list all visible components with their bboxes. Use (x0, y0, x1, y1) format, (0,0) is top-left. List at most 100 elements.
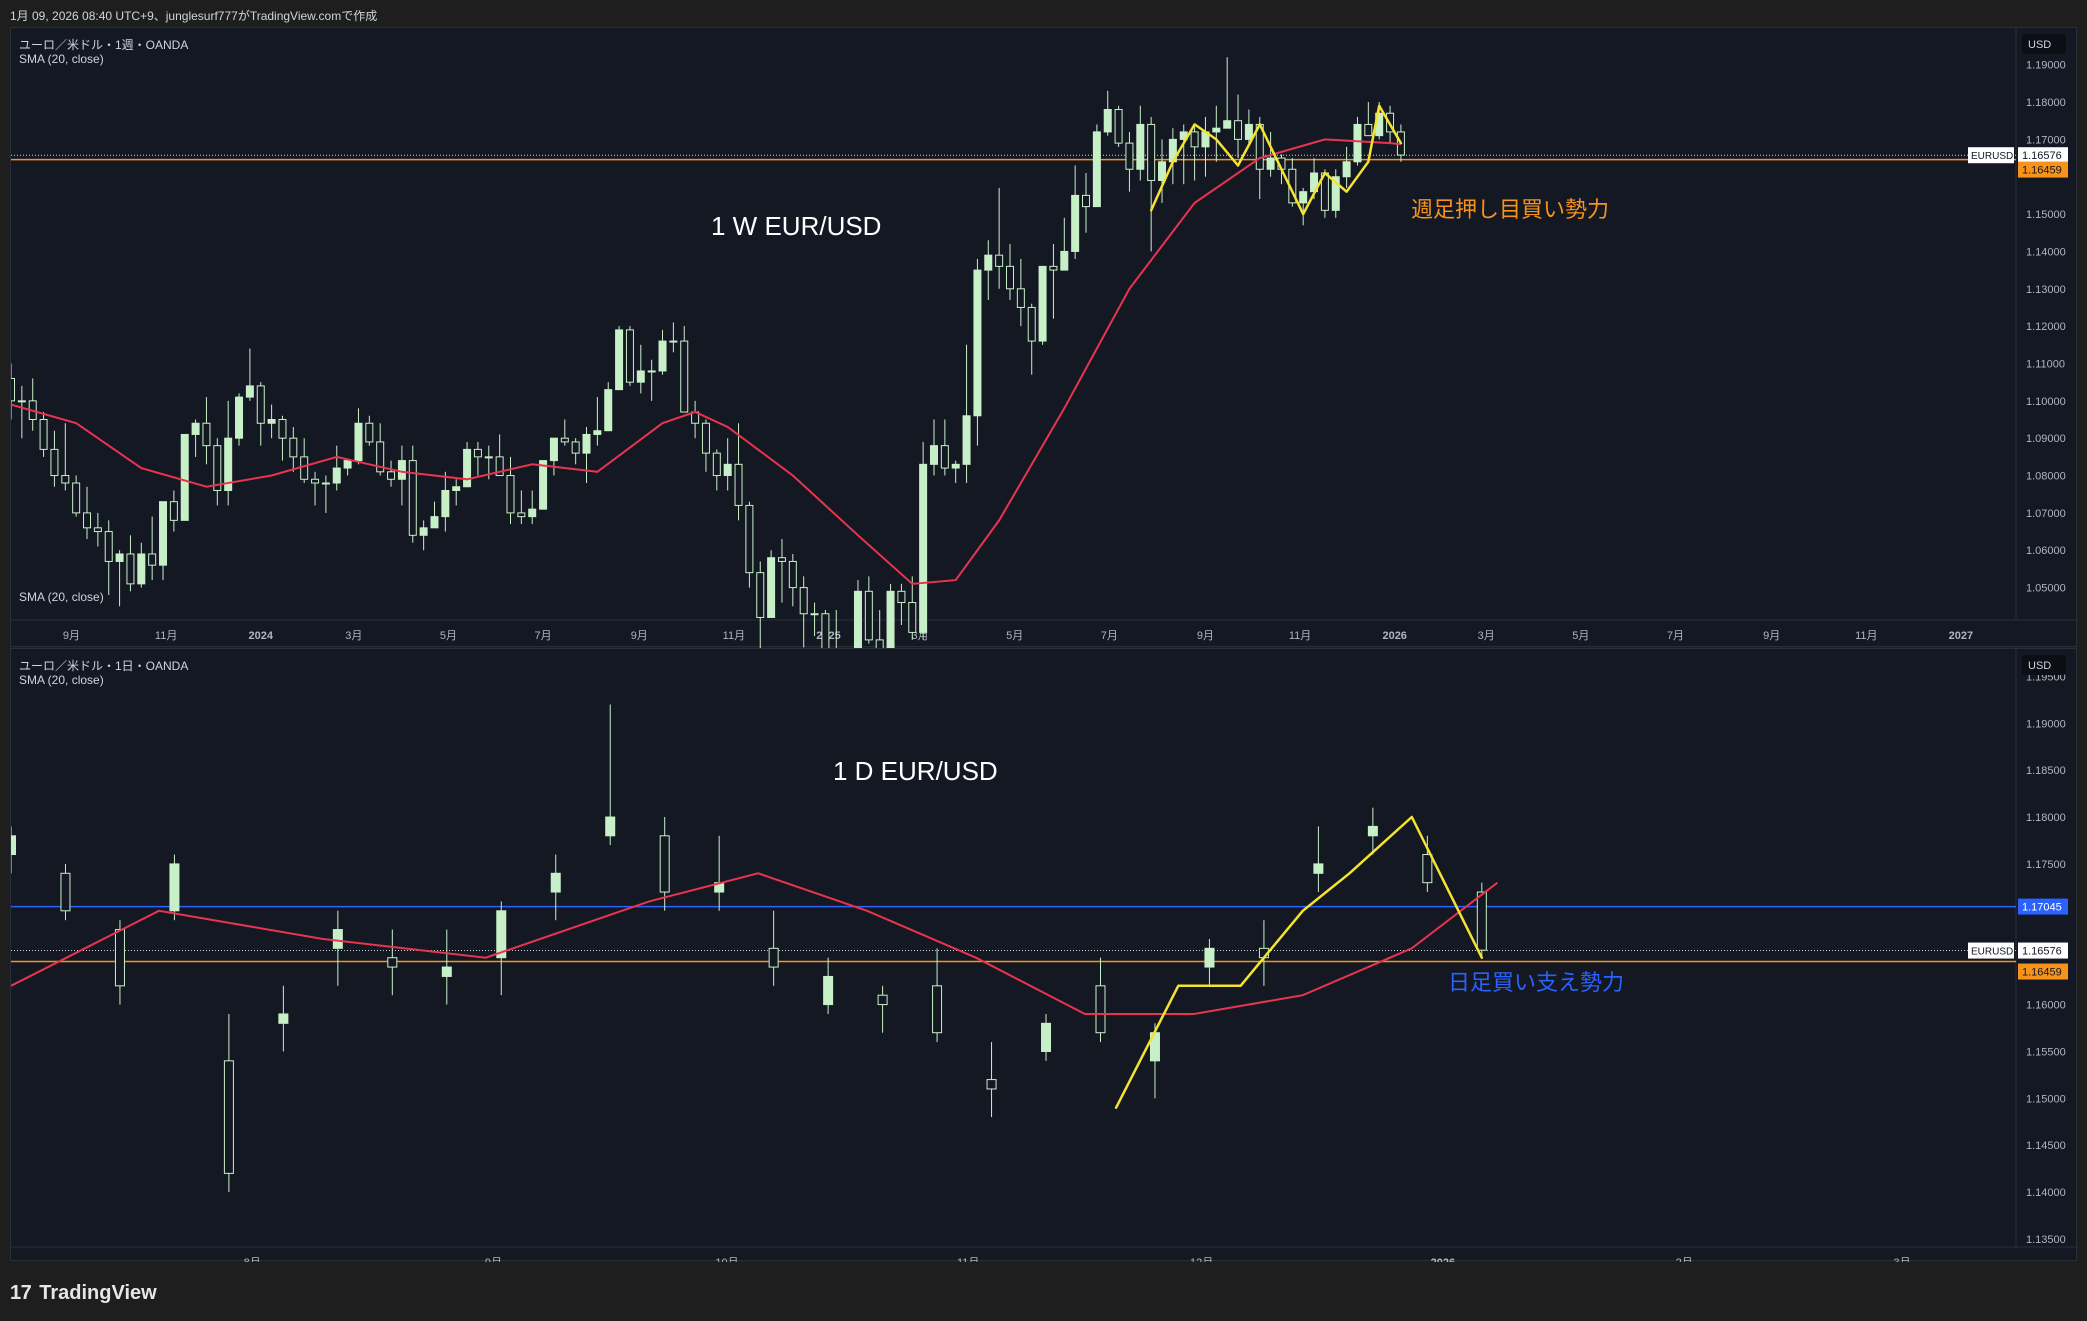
candle-body (473, 448, 482, 458)
candle-body (973, 269, 982, 417)
candle-body (593, 430, 602, 435)
blue-level-label: 1.17045 (2022, 902, 2062, 914)
price-tick-label: 1.12000 (2026, 321, 2066, 333)
candle-body (549, 437, 558, 462)
price-tick-label: 1.13000 (2026, 284, 2066, 296)
candle-body (213, 445, 222, 491)
blue-level-tag (2018, 898, 2068, 915)
candle-body (932, 985, 943, 1034)
price-tick-label: 1.19000 (2026, 60, 2066, 72)
time-tick-label: 11月 (723, 630, 745, 642)
currency-badge (2022, 34, 2066, 54)
candle-body (517, 512, 526, 518)
candle-body (712, 452, 721, 477)
candle-body (604, 389, 613, 432)
time-tick-label: 5月 (1572, 630, 1589, 642)
candle-body (788, 560, 797, 589)
last-price-label: 1.16576 (2022, 150, 2062, 162)
price-tick-label: 1.06000 (2026, 545, 2066, 557)
candle-body (625, 329, 634, 383)
candle-body (115, 553, 124, 562)
candle-body (1125, 142, 1134, 170)
candle-body (853, 590, 862, 648)
candle-body (1147, 123, 1156, 181)
weekly-chart-svg[interactable]: 1.19000 1.18000 1.17000 1.15000 1.14000 1.130… (11, 28, 2078, 648)
candle-body (278, 1013, 289, 1024)
candle-body (582, 433, 591, 454)
candle-body (823, 975, 834, 1006)
candle-body (1071, 194, 1080, 252)
candle-body (397, 460, 406, 480)
candle-body (343, 460, 352, 469)
time-tick-label: 7月 (535, 630, 552, 642)
price-tick-label: 1.17000 (2026, 134, 2066, 146)
time-tick-label: 2月 (1676, 1257, 1693, 1262)
header-text: 1月 09, 2026 08:40 UTC+9、junglesurf777がTr… (10, 9, 378, 23)
daily-chart-svg[interactable]: 1.195001.190001.185001.180001.175001.160… (11, 649, 2078, 1262)
candle-body (1212, 127, 1221, 133)
time-tick-label: 9月 (485, 1257, 502, 1262)
time-tick-label: 7月 (1101, 630, 1118, 642)
candle-body (658, 340, 667, 372)
candle-body (300, 456, 309, 480)
candle-body (419, 527, 428, 536)
candle-body (495, 456, 504, 477)
candle-body (986, 1079, 997, 1090)
trend-drawing (1149, 104, 1403, 216)
candle-body (311, 478, 320, 484)
candle-body (799, 587, 808, 615)
candle-body (929, 445, 938, 465)
candle-body (756, 572, 765, 618)
time-tick-label: 9月 (1197, 630, 1214, 642)
price-tick-label: 1.19000 (2026, 718, 2066, 730)
candle-body (235, 396, 244, 439)
candle-body (539, 460, 548, 510)
candle-body (1136, 123, 1145, 170)
candle-body (1299, 191, 1308, 204)
time-tick-label: 3月 (911, 630, 928, 642)
candle-body (169, 501, 178, 521)
candle-body (441, 966, 452, 977)
annotation-text: 日足買い支え勢力 (1448, 970, 1624, 995)
candle-body (1422, 854, 1433, 884)
candle-body (897, 590, 906, 604)
candle-body (387, 957, 398, 968)
time-tick-label: 11月 (1855, 630, 1877, 642)
candle-body (289, 437, 298, 458)
price-tick-label: 1.11000 (2026, 358, 2065, 370)
candle-body (104, 531, 113, 562)
time-tick-label: 3月 (1478, 630, 1495, 642)
time-tick-label: 2026 (1431, 1257, 1455, 1262)
weekly-legend-sma: SMA (20, close) (19, 52, 104, 66)
candle-body (72, 482, 81, 514)
time-tick-label: 7月 (1667, 630, 1684, 642)
candle-body (365, 422, 374, 443)
candle-body (93, 527, 102, 533)
daily-chart-pane[interactable]: ユーロ／米ドル・1日・OANDA SMA (20, close) 1.19500… (10, 648, 2078, 1262)
time-tick-label: 11月 (155, 630, 177, 642)
price-tick-label: 1.17500 (2026, 859, 2066, 871)
weekly-chart-pane[interactable]: ユーロ／米ドル・1週・OANDA SMA (20, close) SMA (20… (10, 27, 2078, 648)
sma-20-line (11, 872, 1499, 1015)
time-tick-label: 3月 (1893, 1257, 1910, 1262)
candle-body (962, 415, 971, 465)
candle-body (408, 460, 417, 536)
candle-body (560, 437, 569, 443)
candle-body (430, 516, 439, 529)
candle-body (1244, 123, 1253, 140)
candle-body (615, 329, 624, 391)
candle-body (387, 471, 396, 480)
candle-body (191, 422, 200, 435)
candle-body (137, 553, 146, 585)
tradingview-logo-icon: 17 (10, 1281, 32, 1304)
candle-body (1082, 194, 1091, 208)
candle-body (11, 835, 16, 856)
candle-body (647, 370, 656, 373)
candle-body (60, 872, 71, 912)
price-tick-label: 1.07000 (2026, 508, 2066, 520)
candle-body (605, 816, 616, 837)
candle-body (39, 419, 48, 450)
time-tick-label: 9月 (63, 630, 80, 642)
candle-body (1223, 120, 1232, 129)
candle-body (701, 422, 710, 454)
